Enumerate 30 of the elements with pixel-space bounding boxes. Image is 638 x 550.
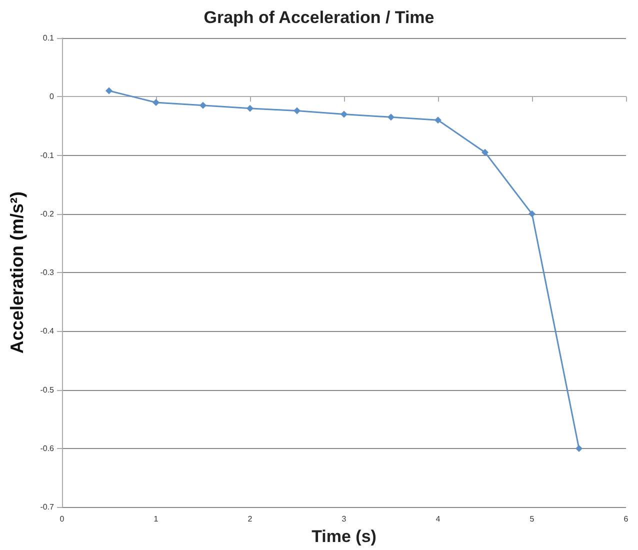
point	[434, 116, 442, 124]
point	[200, 102, 206, 109]
y-tick-label: -0.4	[40, 326, 55, 336]
chart-title: Graph of Acceleration / Time	[204, 8, 434, 27]
y-tick-label: -0.1	[40, 150, 55, 160]
x-tick-label: 6	[624, 514, 629, 524]
point	[152, 99, 160, 106]
y-tick-label: 0	[50, 92, 55, 102]
x-tick-label: 5	[530, 514, 535, 524]
point	[388, 114, 394, 121]
x-tick-label: 3	[342, 514, 347, 524]
point	[482, 148, 488, 156]
y-tick-label: -0.5	[40, 385, 55, 394]
point	[294, 107, 300, 114]
point	[576, 444, 582, 452]
y-tick-label: -0.6	[40, 444, 55, 453]
y-tick-label: -0.7	[40, 502, 55, 512]
point	[340, 110, 348, 118]
x-axis-title: Time (s)	[312, 527, 376, 546]
x-tick-label: 0	[60, 514, 65, 524]
point	[528, 210, 536, 218]
y-tick-label: -0.3	[40, 268, 55, 278]
y-tick-label: -0.2	[40, 209, 55, 218]
x-tick-label: 1	[154, 514, 159, 524]
y-axis-title: Acceleration (m/s²)	[7, 192, 27, 354]
point	[246, 104, 254, 112]
y-tick-label: 0.1	[42, 34, 55, 42]
x-tick-label: 2	[248, 514, 253, 524]
point	[106, 87, 112, 94]
x-tick-label: 4	[436, 514, 441, 524]
